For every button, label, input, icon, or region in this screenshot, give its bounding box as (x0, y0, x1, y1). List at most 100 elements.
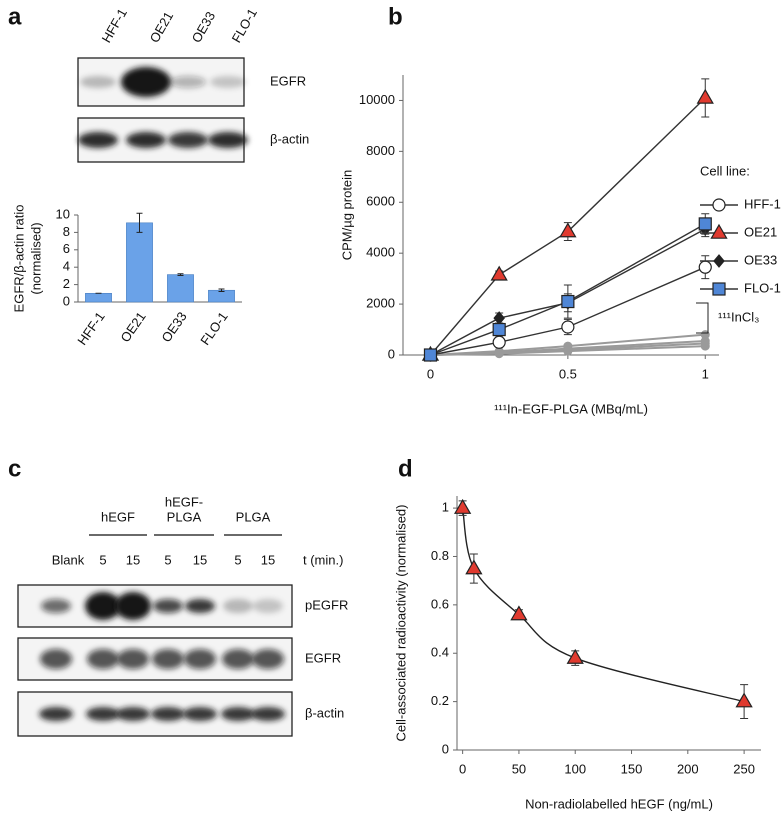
blot-band (221, 707, 255, 721)
blot-band (87, 649, 119, 669)
blot-band (153, 599, 183, 613)
y-tick-label: 2000 (366, 296, 395, 311)
lane-label: 5 (164, 552, 171, 567)
series-line (430, 223, 706, 356)
blot-band (151, 707, 185, 721)
control-line (430, 345, 706, 356)
marker (698, 260, 712, 274)
x-tick-label: 0 (427, 366, 434, 381)
marker (490, 265, 508, 281)
error-bar (177, 273, 184, 276)
blot-band (86, 707, 120, 721)
bar (85, 292, 112, 303)
blot-band (78, 132, 118, 148)
blot-band (222, 649, 254, 669)
control-marker (700, 341, 710, 351)
control-marker (494, 349, 504, 359)
y-tick-label: 8000 (366, 143, 395, 158)
blot-band (121, 67, 171, 97)
marker (561, 320, 575, 334)
x-tick-label: OE33 (158, 309, 189, 345)
panel-letter: b (388, 3, 403, 30)
y-tick-label: 0.6 (431, 596, 449, 611)
group-label: PLGA (167, 509, 202, 524)
lane-label: FLO-1 (229, 6, 260, 45)
y-tick-label: 0.4 (431, 645, 449, 660)
series-line (430, 266, 706, 356)
series-line (430, 228, 706, 356)
x-tick-label: OE21 (117, 309, 148, 345)
x-tick-label: 0 (459, 761, 466, 776)
blot-band (184, 649, 216, 669)
blot-band (252, 649, 284, 669)
blot-band (185, 599, 215, 613)
lane-label: 5 (234, 552, 241, 567)
bar (126, 222, 153, 303)
y-tick-label: 0 (388, 346, 395, 361)
panel-letter: d (398, 455, 413, 482)
y-axis-label: EGFR/β-actin ratio (11, 205, 26, 313)
blot-band (183, 707, 217, 721)
x-tick-label: 100 (564, 761, 586, 776)
y-tick-label: 0.8 (431, 548, 449, 563)
error-bar (218, 288, 225, 293)
marker (465, 559, 483, 575)
marker (510, 605, 528, 621)
blot-band (39, 707, 73, 721)
blot-band (223, 599, 253, 613)
marker (453, 498, 472, 514)
x-axis-label: Non-radiolabelled hEGF (ng/mL) (525, 796, 713, 811)
blot-row-label: EGFR (270, 73, 306, 88)
lane-label: Blank (52, 552, 85, 567)
x-tick-label: 0.5 (559, 366, 577, 381)
y-tick-label: 4000 (366, 245, 395, 260)
y-axis-label: (normalised) (28, 222, 43, 294)
blot-band (210, 76, 246, 88)
lane-label: OE33 (189, 9, 219, 45)
lane-label: HFF-1 (99, 6, 130, 45)
series-line (429, 97, 706, 356)
legend-marker (713, 254, 725, 268)
y-tick-label: 0.2 (431, 693, 449, 708)
blot-band (116, 707, 150, 721)
control-label: ¹¹¹InCl₃ (718, 309, 759, 324)
blot-band (126, 132, 166, 148)
y-tick-label: 1 (442, 500, 449, 515)
legend-marker (712, 198, 726, 212)
y-tick-label: 6000 (366, 194, 395, 209)
blot-row-label: β-actin (270, 131, 309, 146)
marker (423, 348, 438, 362)
x-tick-label: 200 (677, 761, 699, 776)
y-tick-label: 0 (63, 293, 70, 308)
marker (566, 648, 584, 664)
group-label: PLGA (236, 509, 271, 524)
blot-band (168, 132, 208, 148)
legend-label: HFF-1 (744, 196, 781, 211)
y-tick-label: 10 (56, 206, 70, 221)
blot-row-label: β-actin (305, 705, 344, 720)
series-line (461, 507, 745, 703)
y-axis-label: Cell-associated radioactivity (normalise… (393, 505, 408, 742)
y-tick-label: 10000 (359, 92, 395, 107)
control-marker (563, 346, 573, 356)
marker (735, 692, 753, 708)
y-axis-label: CPM/µg protein (339, 170, 354, 261)
y-tick-label: 4 (63, 259, 70, 274)
y-tick-label: 0 (442, 741, 449, 756)
time-label: t (min.) (303, 552, 343, 567)
blot-row-label: EGFR (305, 650, 341, 665)
panel-letter: a (8, 3, 22, 30)
marker (561, 294, 575, 309)
marker (493, 311, 505, 326)
marker (492, 335, 506, 349)
x-tick-label: 1 (702, 366, 709, 381)
error-bar (136, 212, 143, 233)
blot-band (80, 76, 116, 88)
blot-band (208, 132, 248, 148)
lane-label: 15 (261, 552, 275, 567)
x-axis-label: ¹¹¹In-EGF-PLGA (MBq/mL) (494, 401, 648, 416)
group-label: hEGF- (165, 494, 203, 509)
blot-band (85, 592, 121, 620)
group-label: hEGF (101, 509, 135, 524)
marker (492, 322, 506, 337)
